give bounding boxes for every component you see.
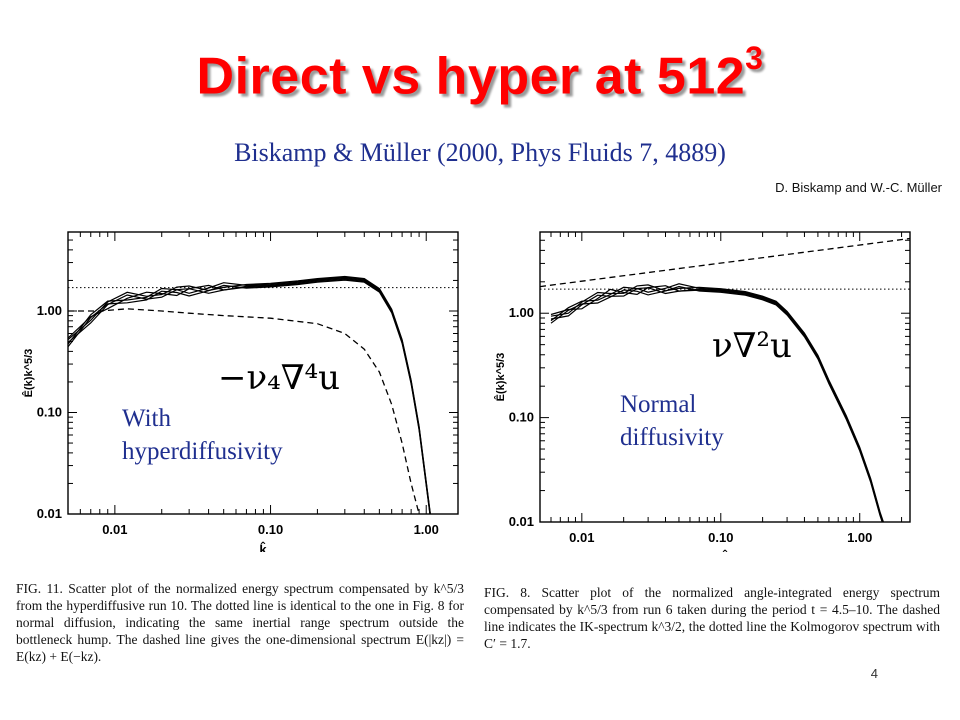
right-annotation-line-1: Normal	[620, 391, 697, 418]
paper-authors: D. Biskamp and W.-C. Müller	[775, 180, 942, 195]
x-tick-label: 0.01	[102, 522, 127, 537]
left-figure-caption: FIG. 11. Scatter plot of the normalized …	[16, 581, 464, 664]
x-tick-label: 0.01	[569, 530, 594, 545]
plot-frame	[539, 231, 911, 523]
left-chart-svg: 0.01 0.10 1.00 0.01 0.10 1.00 k̂ Ê(k)k^5/3	[22, 231, 459, 557]
right-chart: 0.01 0.10 1.00 0.01 0.10 1.00 k̂ Ê(k)k^5/3	[478, 222, 938, 565]
slide-title: Direct vs hyper at 5123	[196, 40, 764, 106]
left-chart: 0.01 0.10 1.00 0.01 0.10 1.00 k̂ Ê(k)k^5/3	[8, 222, 470, 557]
left-annotation-line-1: With	[122, 405, 171, 432]
x-tick-label: 1.00	[414, 522, 439, 537]
x-tick-label: 1.00	[847, 530, 872, 545]
left-annotation: With hyperdiffusivity	[122, 402, 283, 468]
dashed-spectrum-line	[68, 308, 420, 514]
y-tick-label: 0.01	[509, 514, 534, 529]
x-tick-label: 0.10	[258, 522, 283, 537]
reference-subtitle: Biskamp & Müller (2000, Phys Fluids 7, 4…	[234, 138, 726, 167]
spectrum-bundle-line	[68, 276, 431, 514]
spectrum-bundle-line	[68, 279, 431, 514]
y-tick-label: 1.00	[37, 303, 62, 318]
spectrum-bundle-line	[550, 285, 883, 522]
hyperdiffusion-formula: −ν₄∇⁴u	[218, 358, 341, 398]
spectrum-bundle-line	[68, 275, 431, 514]
y-axis-label: Ê(k)k^5/3	[494, 353, 507, 402]
y-axis-label: Ê(k)k^5/3	[22, 349, 35, 398]
x-axis-label: k̂	[721, 550, 729, 552]
right-figure-caption: FIG. 8. Scatter plot of the normalized a…	[484, 585, 940, 651]
right-chart-svg: 0.01 0.10 1.00 0.01 0.10 1.00 k̂ Ê(k)k^5/3	[494, 231, 911, 565]
left-annotation-line-2: hyperdiffusivity	[122, 438, 283, 465]
y-tick-label: 0.01	[37, 506, 62, 521]
x-axis-label: k̂	[259, 542, 267, 552]
page-number: 4	[870, 666, 878, 681]
y-tick-label: 0.10	[509, 410, 534, 425]
right-annotation-line-2: diffusivity	[620, 424, 724, 451]
y-tick-label: 0.10	[37, 404, 62, 419]
y-tick-label: 1.00	[509, 305, 534, 320]
x-tick-label: 0.10	[708, 530, 733, 545]
right-annotation: Normal diffusivity	[620, 388, 724, 454]
dashed-spectrum-line	[540, 237, 910, 288]
normal-diffusion-formula: ν∇²u	[712, 326, 792, 366]
